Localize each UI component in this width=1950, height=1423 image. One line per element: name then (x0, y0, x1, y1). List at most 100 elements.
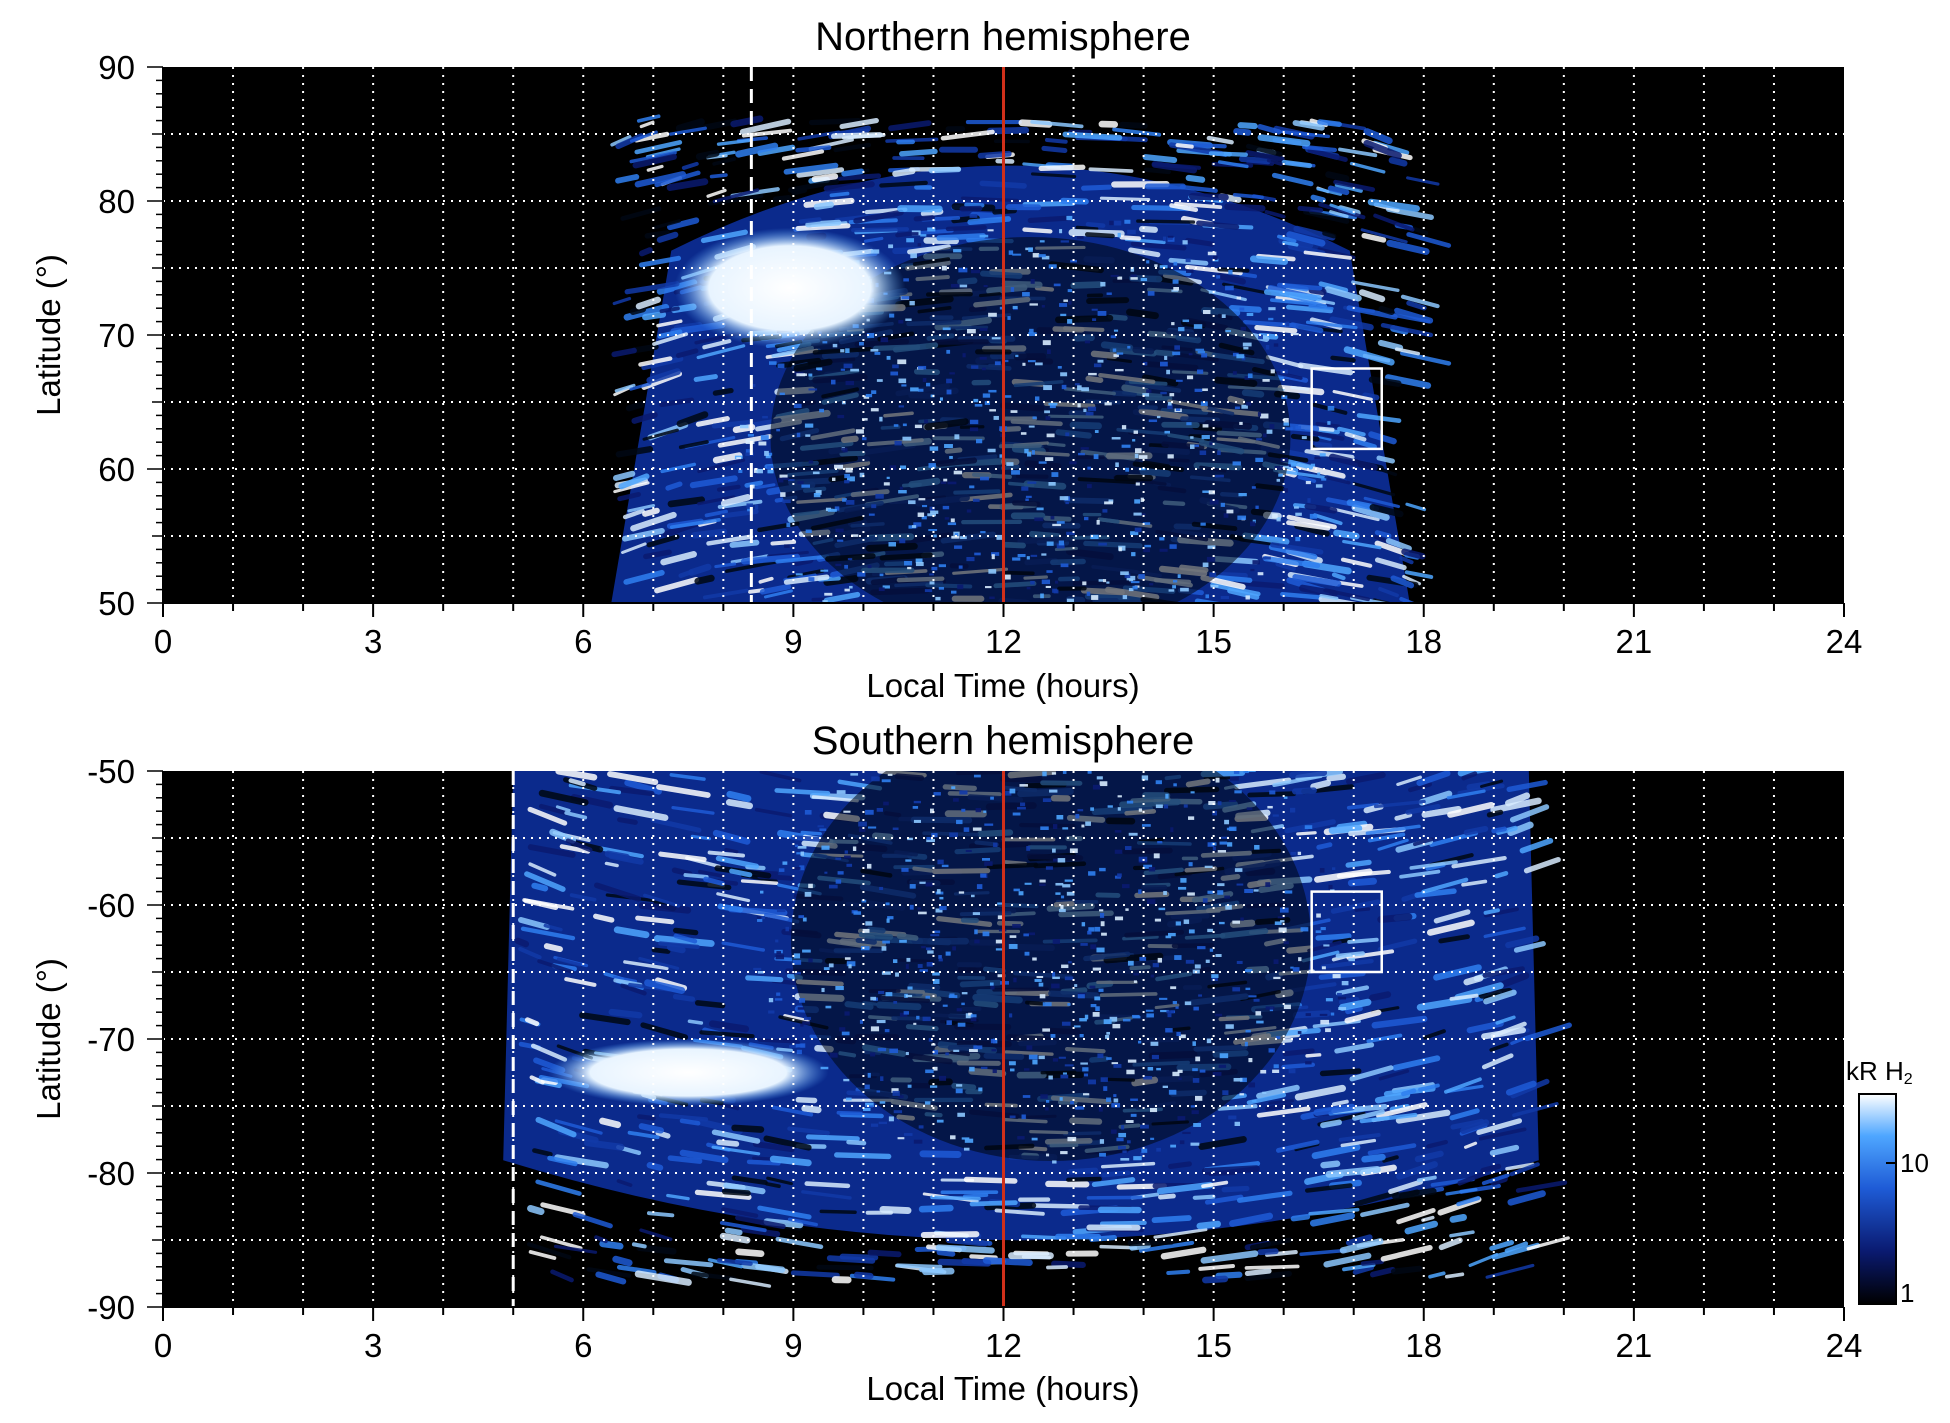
emission-speck (1320, 1019, 1330, 1025)
emission-streak (1480, 1163, 1502, 1174)
emission-streak (632, 153, 677, 169)
emission-speck (1148, 867, 1156, 872)
emission-streak (1428, 1271, 1446, 1279)
emission-streak (1523, 856, 1561, 874)
emission-streak (721, 1207, 759, 1218)
emission-speck (1045, 457, 1054, 461)
emission-streak (1317, 434, 1332, 441)
emission-speck (924, 589, 933, 593)
emission-speck (796, 432, 801, 438)
emission-speck (980, 531, 986, 534)
emission-speck (1192, 1068, 1198, 1072)
emission-speck (1118, 1132, 1127, 1138)
emission-streak (1360, 228, 1408, 244)
emission-speck (936, 889, 941, 894)
emission-streak (613, 805, 669, 821)
emission-speck (776, 908, 786, 913)
emission-speck (1141, 824, 1151, 827)
emission-speck (929, 1085, 938, 1088)
emission-speck (1159, 997, 1168, 1000)
emission-speck (927, 950, 934, 954)
emission-speck (1098, 1106, 1103, 1112)
emission-streak (637, 1114, 656, 1121)
emission-speck (1140, 1152, 1144, 1157)
emission-speck (1080, 1062, 1088, 1065)
emission-speck (907, 986, 913, 990)
emission-speck (1038, 461, 1047, 464)
inner-dark-region (791, 771, 1311, 1161)
emission-streak (1339, 1238, 1384, 1254)
emission-streak (1378, 586, 1399, 598)
emission-streak (1367, 1143, 1417, 1156)
emission-speck (837, 871, 844, 875)
emission-streak (1399, 869, 1441, 879)
emission-streak (646, 534, 680, 548)
emission-speck (1045, 1153, 1050, 1157)
emission-speck (1288, 467, 1293, 470)
emission-speck (1209, 499, 1219, 505)
emission-speck (774, 998, 783, 1001)
emission-speck (945, 1052, 949, 1056)
emission-speck (1262, 379, 1270, 382)
emission-speck (1083, 408, 1087, 413)
emission-speck (1168, 932, 1176, 937)
emission-streak (716, 1139, 740, 1147)
emission-streak (787, 178, 840, 193)
emission-speck (862, 928, 870, 933)
emission-speck (1219, 841, 1228, 845)
emission-speck (984, 861, 993, 866)
emission-streak (716, 484, 741, 492)
emission-streak (689, 475, 738, 489)
emission-speck (1009, 1013, 1013, 1018)
emission-streak (1504, 1241, 1529, 1253)
emission-speck (945, 951, 951, 956)
emission-speck (840, 349, 845, 353)
emission-speck (950, 283, 960, 288)
emission-streak (1362, 392, 1380, 401)
emission-speck (843, 1078, 850, 1082)
emission-speck (1315, 930, 1322, 934)
emission-streak (538, 789, 589, 806)
emission-streak (554, 1119, 603, 1135)
emission-streak (1303, 250, 1353, 260)
emission-speck (1156, 415, 1161, 419)
emission-speck (866, 863, 872, 869)
emission-speck (956, 819, 963, 825)
emission-speck (1060, 895, 1065, 899)
emission-streak (1204, 1194, 1244, 1205)
emission-speck (1080, 943, 1088, 946)
emission-streak (1265, 355, 1304, 369)
emission-speck (1146, 1013, 1154, 1018)
emission-streak (518, 916, 550, 930)
emission-speck (979, 234, 989, 238)
emission-speck (913, 1139, 923, 1144)
emission-speck (905, 859, 912, 862)
emission-streak (1292, 1010, 1331, 1019)
emission-speck (1165, 935, 1172, 939)
emission-streak (672, 994, 696, 1002)
emission-speck (1209, 572, 1217, 578)
emission-speck (1277, 916, 1285, 919)
emission-speck (905, 318, 912, 321)
emission-streak (783, 1014, 810, 1024)
emission-speck (930, 510, 939, 514)
emission-speck (1171, 322, 1175, 326)
emission-speck (1129, 654, 1134, 658)
emission-speck (961, 1002, 965, 1006)
emission-speck (840, 368, 846, 371)
emission-speck (1128, 832, 1138, 836)
emission-speck (1020, 432, 1027, 435)
emission-streak (583, 1139, 625, 1151)
emission-speck (1348, 957, 1355, 962)
emission-streak (1329, 210, 1349, 219)
emission-speck (1178, 1034, 1186, 1039)
emission-speck (813, 492, 821, 498)
emission-speck (797, 481, 804, 485)
emission-speck (1024, 882, 1032, 885)
emission-speck (917, 907, 921, 910)
emission-speck (846, 961, 856, 967)
emission-speck (1246, 312, 1254, 317)
emission-speck (931, 566, 938, 571)
emission-streak (1245, 150, 1285, 162)
emission-speck (1066, 891, 1075, 896)
